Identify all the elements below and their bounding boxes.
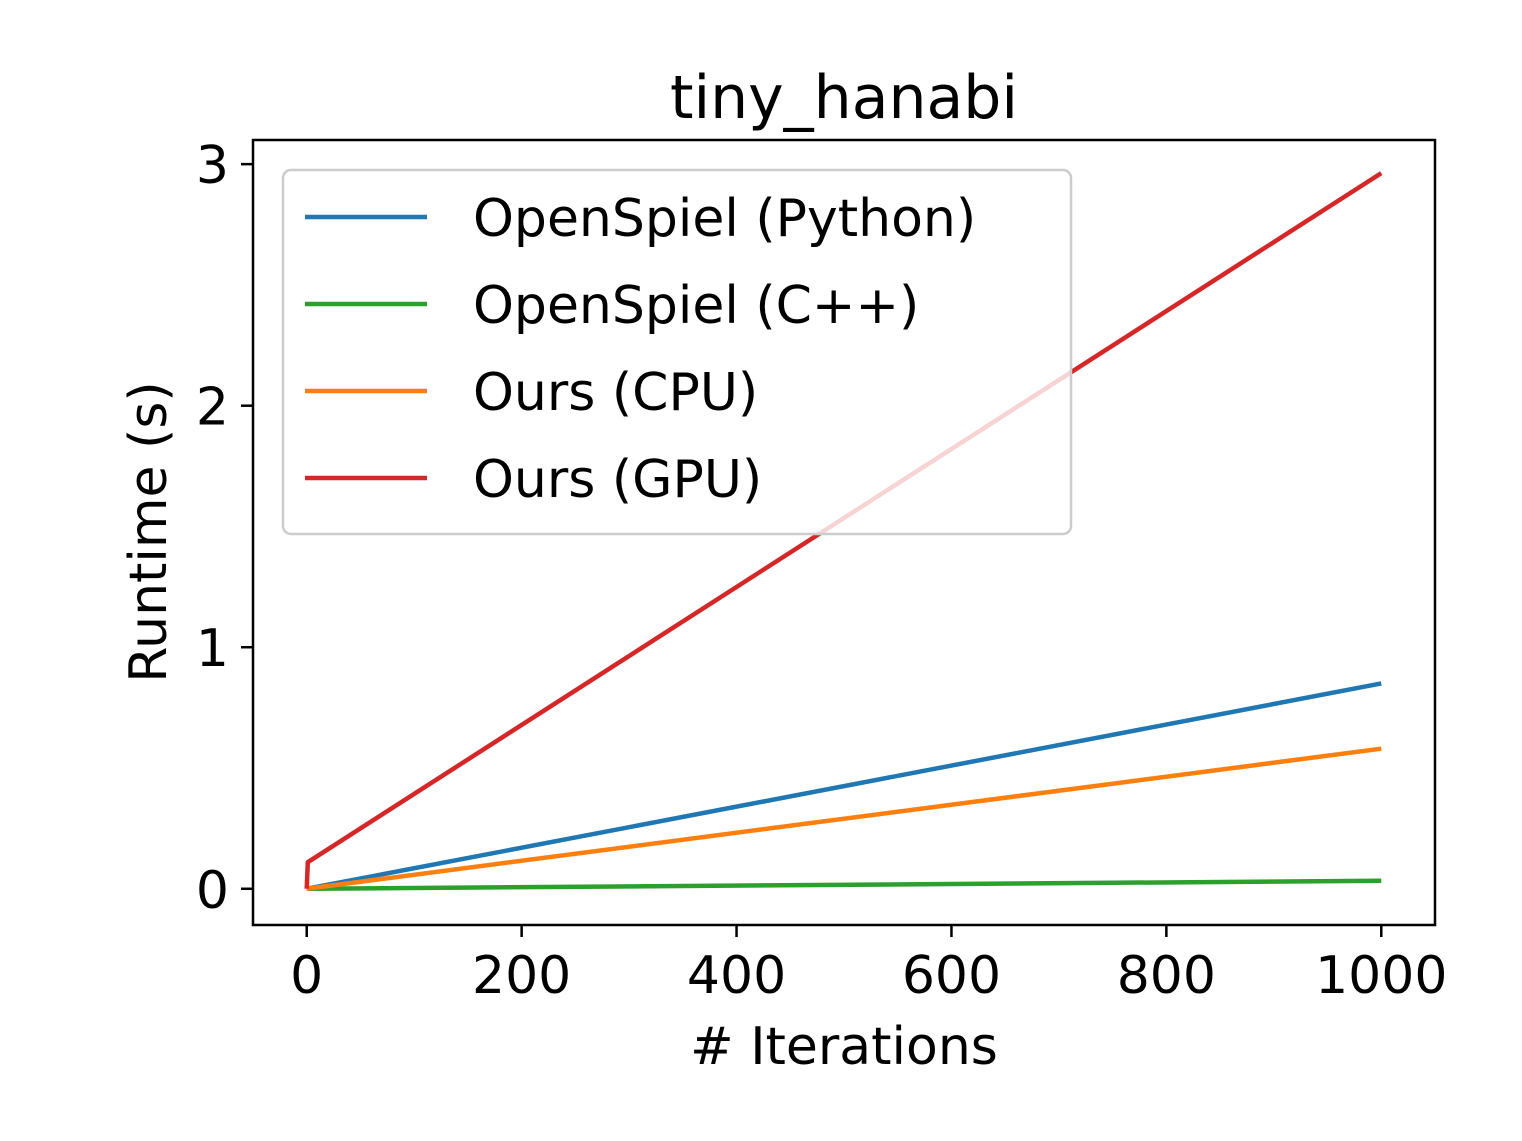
x-tick-label: 600 <box>902 946 1001 1006</box>
plot-frame <box>251 138 1437 927</box>
x-tick-label: 200 <box>472 946 571 1006</box>
y-tick-label: 3 <box>196 136 229 196</box>
legend-label-3: Ours (GPU) <box>473 450 762 510</box>
legend: OpenSpiel (Python) OpenSpiel (C++) Ours (C… <box>281 168 1073 536</box>
x-tick-label: 0 <box>290 946 323 1006</box>
legend-label-1: OpenSpiel (C++) <box>473 276 919 336</box>
x-axis: 0 200 400 600 800 1000 <box>290 925 1447 1006</box>
y-tick-label: 0 <box>196 861 229 921</box>
series-line-1 <box>306 878 1382 892</box>
legend-label-2: Ours (CPU) <box>473 363 758 423</box>
y-axis: 0 1 2 3 <box>196 136 253 921</box>
x-tick-label: 800 <box>1117 946 1216 1006</box>
legend-frame <box>281 168 1073 536</box>
chart-title: tiny_hanabi <box>670 63 1018 133</box>
x-tick-label: 400 <box>687 946 786 1006</box>
legend-label-0: OpenSpiel (Python) <box>473 189 976 249</box>
series-line-2 <box>306 746 1382 892</box>
x-tick-label: 1000 <box>1315 946 1447 1006</box>
y-tick-label: 2 <box>196 378 229 438</box>
y-tick-label: 1 <box>196 619 229 679</box>
series-line-0 <box>306 681 1382 891</box>
x-axis-label: # Iterations <box>690 1017 998 1077</box>
y-axis-label: Runtime (s) <box>119 381 179 682</box>
